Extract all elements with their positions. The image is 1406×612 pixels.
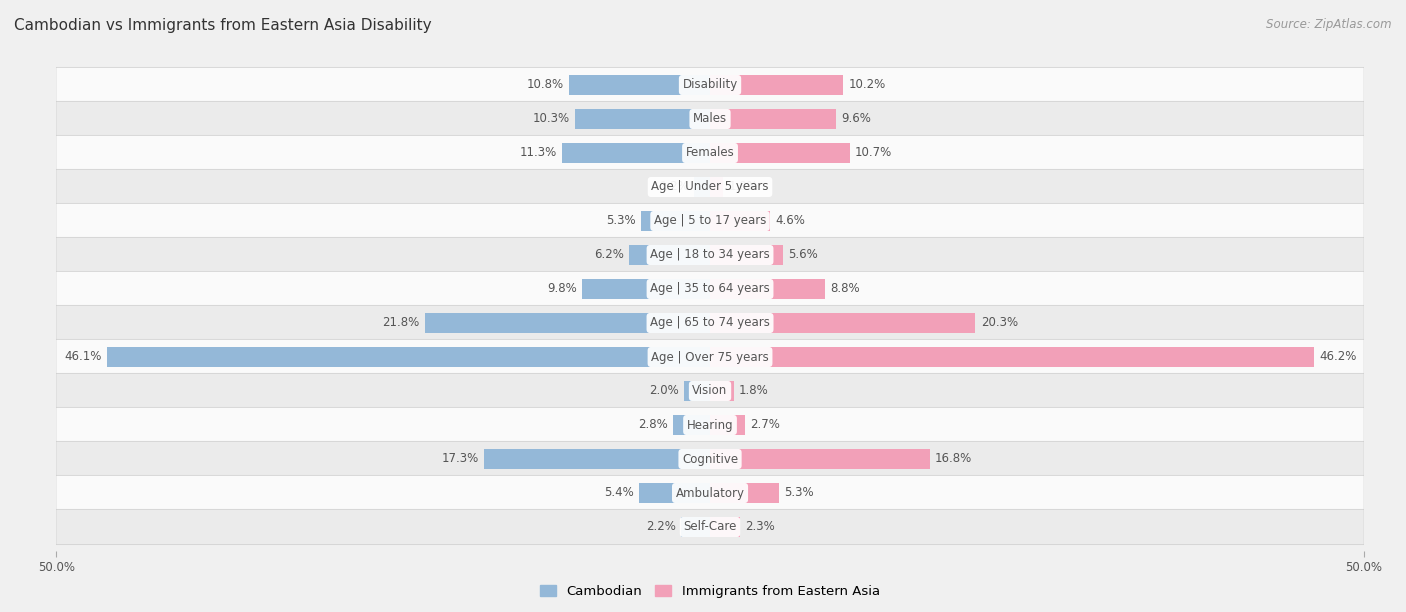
Bar	[710, 517, 740, 537]
Bar	[710, 245, 783, 265]
Bar	[641, 211, 710, 231]
Text: 9.6%: 9.6%	[841, 113, 870, 125]
Bar	[569, 75, 710, 95]
Text: Age | Under 5 years: Age | Under 5 years	[651, 181, 769, 193]
Text: 1.0%: 1.0%	[728, 181, 758, 193]
Text: Age | 5 to 17 years: Age | 5 to 17 years	[654, 214, 766, 228]
Text: 8.8%: 8.8%	[831, 283, 860, 296]
Text: Disability: Disability	[682, 78, 738, 92]
FancyBboxPatch shape	[56, 203, 1364, 239]
FancyBboxPatch shape	[56, 408, 1364, 442]
Bar	[628, 245, 710, 265]
Text: Age | Over 75 years: Age | Over 75 years	[651, 351, 769, 364]
Bar	[695, 177, 710, 197]
FancyBboxPatch shape	[56, 271, 1364, 307]
Text: 10.3%: 10.3%	[533, 113, 569, 125]
FancyBboxPatch shape	[56, 441, 1364, 477]
Text: 20.3%: 20.3%	[981, 316, 1018, 329]
Bar	[575, 109, 710, 129]
FancyBboxPatch shape	[56, 339, 1364, 375]
Text: Age | 65 to 74 years: Age | 65 to 74 years	[650, 316, 770, 329]
Bar	[640, 483, 710, 503]
FancyBboxPatch shape	[56, 373, 1364, 409]
Text: 5.3%: 5.3%	[606, 214, 636, 228]
FancyBboxPatch shape	[56, 102, 1364, 136]
Bar	[710, 313, 976, 333]
Text: Cognitive: Cognitive	[682, 452, 738, 466]
FancyBboxPatch shape	[56, 305, 1364, 341]
Bar	[710, 109, 835, 129]
Text: Females: Females	[686, 146, 734, 160]
Text: Self-Care: Self-Care	[683, 520, 737, 534]
Bar	[683, 381, 710, 401]
FancyBboxPatch shape	[56, 170, 1364, 204]
Text: Ambulatory: Ambulatory	[675, 487, 745, 499]
Bar	[710, 347, 1315, 367]
Bar	[710, 415, 745, 435]
Text: 11.3%: 11.3%	[520, 146, 557, 160]
Text: Vision: Vision	[692, 384, 728, 398]
Bar	[710, 75, 844, 95]
Text: 9.8%: 9.8%	[547, 283, 576, 296]
Text: Males: Males	[693, 113, 727, 125]
Text: 1.2%: 1.2%	[659, 181, 689, 193]
Bar	[582, 279, 710, 299]
Bar	[682, 517, 710, 537]
FancyBboxPatch shape	[56, 67, 1364, 103]
Text: Age | 35 to 64 years: Age | 35 to 64 years	[650, 283, 770, 296]
FancyBboxPatch shape	[56, 509, 1364, 545]
Bar	[710, 381, 734, 401]
FancyBboxPatch shape	[56, 135, 1364, 171]
Bar	[710, 483, 779, 503]
Text: 1.8%: 1.8%	[738, 384, 769, 398]
Bar	[710, 211, 770, 231]
FancyBboxPatch shape	[56, 476, 1364, 510]
Text: 6.2%: 6.2%	[593, 248, 624, 261]
Bar	[710, 177, 723, 197]
Text: 4.6%: 4.6%	[776, 214, 806, 228]
Text: 2.7%: 2.7%	[751, 419, 780, 431]
Text: 2.8%: 2.8%	[638, 419, 668, 431]
Text: 2.2%: 2.2%	[647, 520, 676, 534]
Text: Cambodian vs Immigrants from Eastern Asia Disability: Cambodian vs Immigrants from Eastern Asi…	[14, 18, 432, 34]
Text: 2.3%: 2.3%	[745, 520, 775, 534]
Text: 10.2%: 10.2%	[849, 78, 886, 92]
Text: 10.7%: 10.7%	[855, 146, 893, 160]
Text: Hearing: Hearing	[686, 419, 734, 431]
Text: 10.8%: 10.8%	[526, 78, 564, 92]
Text: 17.3%: 17.3%	[441, 452, 478, 466]
Text: 46.2%: 46.2%	[1319, 351, 1357, 364]
Bar	[425, 313, 710, 333]
Text: 16.8%: 16.8%	[935, 452, 972, 466]
Bar	[710, 143, 851, 163]
Bar	[107, 347, 710, 367]
Text: 46.1%: 46.1%	[65, 351, 103, 364]
Text: 5.3%: 5.3%	[785, 487, 814, 499]
Text: 2.0%: 2.0%	[650, 384, 679, 398]
Bar	[562, 143, 710, 163]
Text: 5.6%: 5.6%	[789, 248, 818, 261]
Bar	[710, 449, 929, 469]
Bar	[673, 415, 710, 435]
Text: 21.8%: 21.8%	[382, 316, 420, 329]
Text: Source: ZipAtlas.com: Source: ZipAtlas.com	[1267, 18, 1392, 31]
Text: Age | 18 to 34 years: Age | 18 to 34 years	[650, 248, 770, 261]
FancyBboxPatch shape	[56, 237, 1364, 273]
Text: 5.4%: 5.4%	[605, 487, 634, 499]
Legend: Cambodian, Immigrants from Eastern Asia: Cambodian, Immigrants from Eastern Asia	[534, 580, 886, 603]
Bar	[710, 279, 825, 299]
Bar	[484, 449, 710, 469]
